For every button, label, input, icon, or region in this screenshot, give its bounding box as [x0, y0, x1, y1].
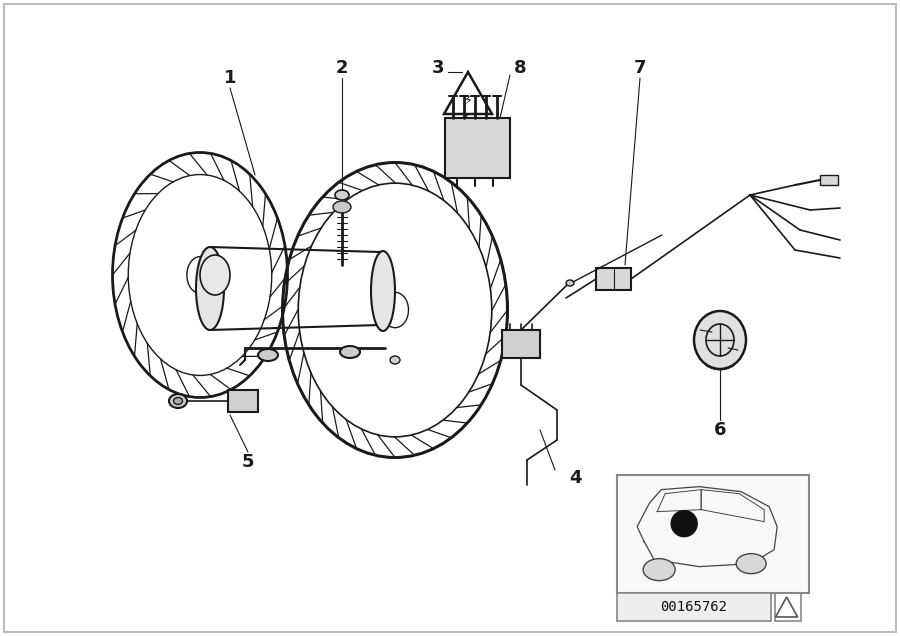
Ellipse shape [196, 247, 224, 330]
Bar [820, 175, 838, 185]
Bar [228, 390, 258, 412]
Text: 1: 1 [224, 69, 236, 87]
Bar [617, 475, 809, 593]
Ellipse shape [258, 349, 278, 361]
Bar [502, 330, 540, 358]
Ellipse shape [644, 558, 675, 581]
Text: 6: 6 [714, 421, 726, 439]
Text: ⚡: ⚡ [464, 93, 472, 106]
Ellipse shape [694, 311, 746, 369]
Ellipse shape [371, 251, 395, 331]
Ellipse shape [333, 201, 351, 213]
Ellipse shape [169, 394, 187, 408]
Bar [775, 593, 801, 621]
Bar [596, 268, 631, 290]
Ellipse shape [335, 190, 349, 200]
Text: 5: 5 [242, 453, 254, 471]
Text: 00165762: 00165762 [661, 600, 727, 614]
Text: 2: 2 [336, 59, 348, 77]
Text: 7: 7 [634, 59, 646, 77]
Ellipse shape [200, 255, 230, 295]
Circle shape [671, 511, 698, 537]
Bar [445, 118, 510, 178]
Ellipse shape [736, 554, 766, 574]
Ellipse shape [174, 398, 183, 404]
Bar [617, 593, 770, 621]
Ellipse shape [390, 356, 400, 364]
Text: 3: 3 [432, 59, 445, 77]
Ellipse shape [340, 346, 360, 358]
Text: 4: 4 [569, 469, 581, 487]
Ellipse shape [566, 280, 574, 286]
Text: 8: 8 [514, 59, 526, 77]
